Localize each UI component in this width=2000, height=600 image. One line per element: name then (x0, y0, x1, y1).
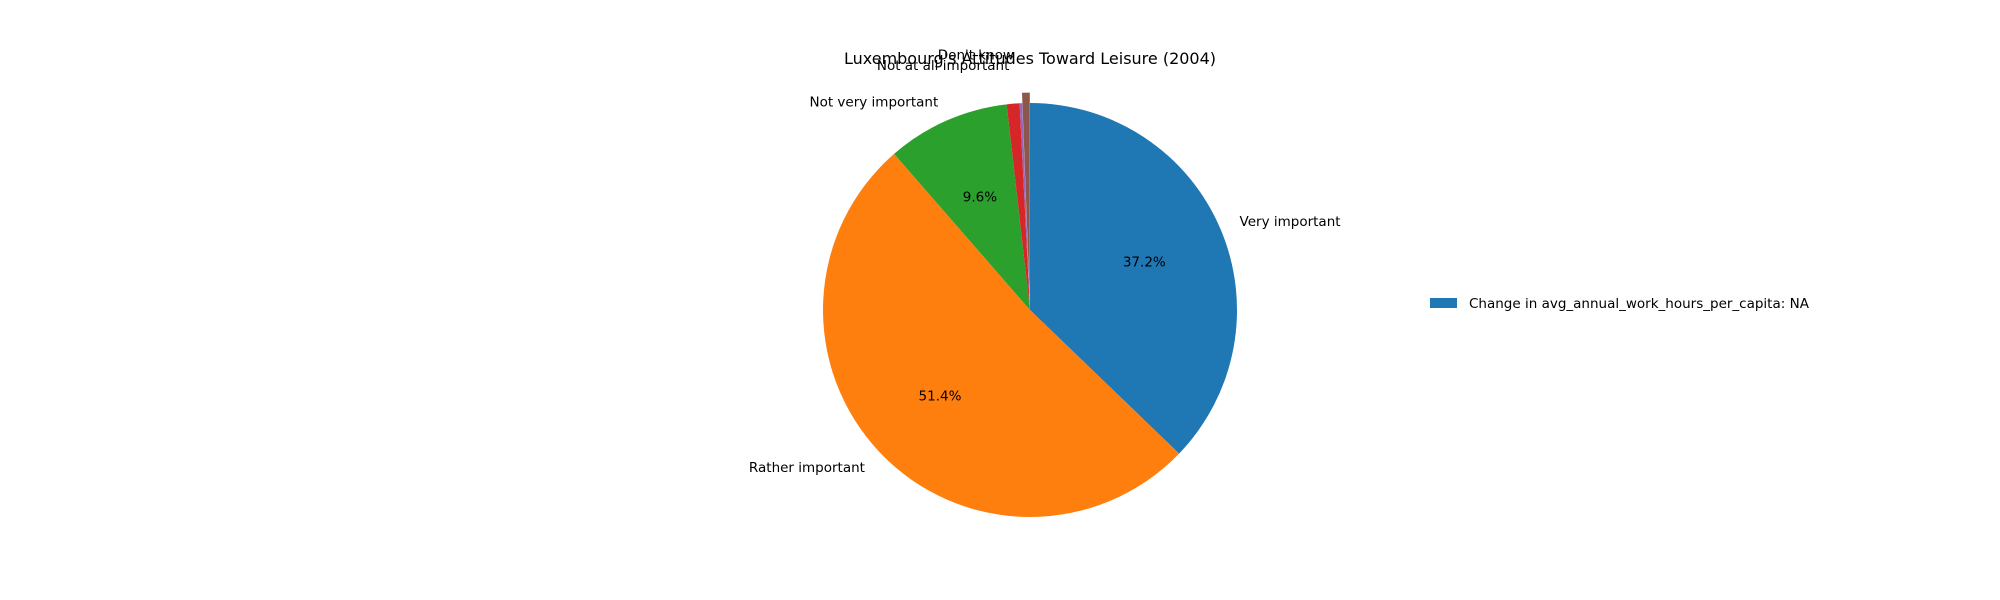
slice-percent-label: 9.6% (963, 189, 997, 205)
percent-labels: 37.2% 51.4% 9.6% (919, 189, 1166, 404)
legend-entry-label: Change in avg_annual_work_hours_per_capi… (1469, 296, 1810, 312)
slice-label: Rather important (749, 460, 865, 476)
slice-label: Don't know (938, 48, 1014, 64)
slice-label: Very important (1240, 214, 1341, 230)
slice-labels: Very important Rather important Not very i… (749, 48, 1341, 476)
slice-label: Not very important (809, 95, 938, 111)
pie-slice-not-at-all-important (1006, 103, 1030, 311)
pie-slice-very-important (1030, 103, 1238, 454)
pie-slice-not-very-important (894, 104, 1030, 311)
legend-swatch (1430, 298, 1457, 308)
slice-label: Not at all important (877, 58, 1010, 74)
chart-title: Luxembourg's Attitudes Toward Leisure (2… (844, 49, 1216, 68)
pie-slice-rather-important (823, 153, 1180, 517)
pie-slice-don-t-know (1019, 103, 1030, 310)
legend: Change in avg_annual_work_hours_per_capi… (1430, 296, 1810, 312)
pie-slices (823, 92, 1238, 517)
slice-percent-label: 51.4% (919, 389, 962, 405)
slice-percent-label: 37.2% (1123, 254, 1166, 270)
pie-slice-unlabeled (1022, 92, 1030, 300)
